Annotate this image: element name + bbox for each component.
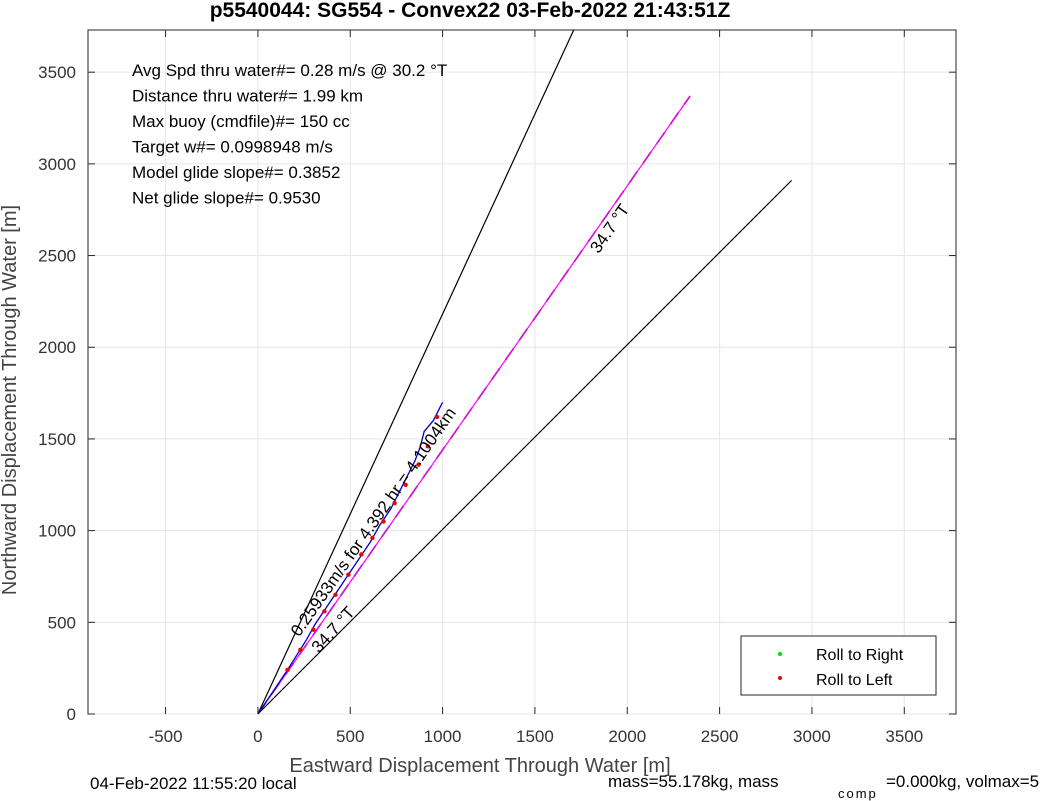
- y-axis-label: Northward Displacement Through Water [m]: [0, 205, 21, 595]
- roll-left-point: [370, 535, 375, 541]
- legend-marker-roll-left: [778, 676, 782, 680]
- reference-lines: [257, 29, 793, 715]
- grid-lines: [88, 30, 956, 715]
- y-tick-label: 1000: [38, 522, 76, 541]
- roll-left-point: [333, 592, 338, 598]
- footer-mass-comp: =0.000kg, volmax=5: [886, 772, 1039, 791]
- stat-line: Max buoy (cmdfile)#= 150 cc: [132, 112, 350, 131]
- tick-labels: -500 0 500 1000 1500 2000 2500 3000 3500 0 500 1000…: [38, 30, 956, 746]
- legend-label-roll-left: Roll to Left: [816, 672, 893, 689]
- footer-mass: mass=55.178kg, mass: [608, 772, 779, 791]
- x-tick-label: 1000: [424, 727, 462, 746]
- roll-left-point: [381, 519, 386, 524]
- y-tick-label: 0: [67, 705, 76, 724]
- y-tick-label: 1500: [38, 430, 76, 449]
- legend-box: [740, 635, 937, 696]
- y-tick-label: 3500: [38, 63, 76, 82]
- y-tick-label: 500: [48, 613, 76, 632]
- x-tick-label: 500: [336, 727, 364, 746]
- reference-line-3: [257, 95, 691, 715]
- roll-points: [285, 414, 440, 673]
- footer-mass-comp-subscript: comp: [838, 786, 878, 801]
- roll-left-point: [434, 414, 440, 420]
- x-tick-label: -500: [149, 727, 183, 746]
- plot-area: [87, 29, 957, 715]
- stat-line: Distance thru water#= 1.99 km: [132, 87, 363, 106]
- legend-label-roll-right: Roll to Right: [816, 647, 904, 664]
- roll-left-point: [416, 462, 421, 467]
- legend-marker-roll-right: [778, 652, 782, 656]
- roll-left-point: [311, 627, 316, 632]
- roll-left-point: [346, 572, 351, 577]
- x-tick-label: 3500: [885, 727, 923, 746]
- y-tick-label: 2500: [38, 247, 76, 266]
- x-tick-label: 2000: [608, 727, 646, 746]
- x-tick-label: 0: [253, 727, 262, 746]
- roll-left-point: [285, 667, 290, 673]
- roll-left-point: [359, 552, 364, 557]
- y-tick-label: 3000: [38, 155, 76, 174]
- stat-line: Target w#= 0.0998948 m/s: [132, 138, 333, 157]
- stat-line: Net glide slope#= 0.9530: [132, 189, 321, 208]
- x-tick-label: 2500: [701, 727, 739, 746]
- roll-left-point: [298, 647, 303, 653]
- stat-line: Model glide slope#= 0.3852: [132, 163, 340, 182]
- chart-title: p5540044: SG554 - Convex22 03-Feb-2022 2…: [210, 0, 731, 22]
- footer-local-time: 04-Feb-2022 11:55:20 local: [90, 774, 297, 793]
- roll-left-point: [425, 444, 431, 449]
- roll-left-point: [392, 500, 397, 506]
- stat-line: Avg Spd thru water#= 0.28 m/s @ 30.2 °T: [132, 61, 447, 80]
- x-tick-label: 1500: [516, 727, 554, 746]
- y-tick-label: 2000: [38, 338, 76, 357]
- reference-line-0: [257, 29, 575, 715]
- x-tick-label: 3000: [793, 727, 831, 746]
- reference-line-1: [257, 179, 793, 715]
- x-axis-label: Eastward Displacement Through Water [m]: [289, 755, 670, 777]
- stats-annotation: Avg Spd thru water#= 0.28 m/s @ 30.2 °T D…: [132, 61, 447, 208]
- legend: Roll to Right Roll to Left: [740, 635, 937, 696]
- roll-left-point: [322, 609, 327, 614]
- roll-left-point: [403, 482, 408, 487]
